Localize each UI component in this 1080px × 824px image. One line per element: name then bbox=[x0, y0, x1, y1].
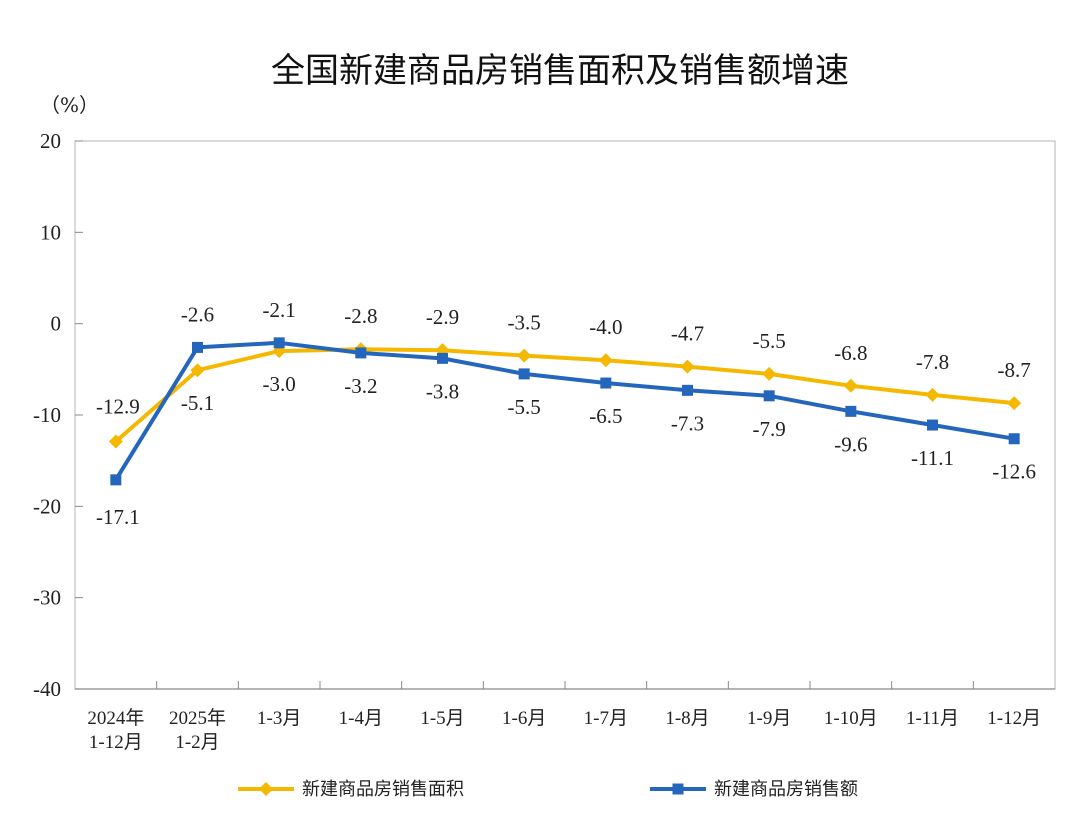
data-label: -11.1 bbox=[911, 446, 954, 470]
data-label: -7.3 bbox=[671, 411, 704, 435]
x-tick-label-line: 1-11月 bbox=[906, 708, 959, 729]
data-point-2 bbox=[927, 419, 938, 431]
y-tick-label: 0 bbox=[51, 312, 62, 336]
data-point-1 bbox=[762, 366, 777, 381]
x-tick-label-line: 1-6月 bbox=[502, 708, 546, 729]
data-point-2 bbox=[518, 368, 530, 380]
x-tick-label: 1-12月 bbox=[987, 708, 1041, 729]
x-tick-label: 1-6月 bbox=[502, 708, 546, 729]
x-tick-label-line: 1-10月 bbox=[824, 708, 878, 729]
x-tick-label-line: 1-9月 bbox=[747, 708, 791, 729]
x-tick-label: 1-9月 bbox=[747, 708, 791, 729]
data-label: -2.8 bbox=[344, 304, 377, 328]
data-point-2 bbox=[192, 341, 203, 353]
data-label: -6.5 bbox=[589, 404, 622, 428]
data-point-2 bbox=[763, 390, 775, 402]
data-label: -4.7 bbox=[671, 322, 704, 346]
data-label: -2.1 bbox=[263, 298, 296, 322]
series-group bbox=[108, 337, 1022, 486]
y-tick-label: -30 bbox=[33, 586, 61, 610]
x-tick-label-line: 1-4月 bbox=[339, 708, 383, 729]
x-tick-label-line: 1-8月 bbox=[665, 708, 709, 729]
y-tick-label: -20 bbox=[33, 494, 61, 518]
data-label: -3.2 bbox=[344, 374, 377, 398]
series-line-1 bbox=[114, 347, 1015, 444]
data-label: -3.0 bbox=[263, 372, 296, 396]
x-tick-label: 1-7月 bbox=[584, 708, 628, 729]
plot-frame bbox=[74, 140, 1056, 690]
x-tick-label-line: 1-7月 bbox=[584, 708, 628, 729]
x-tick-label-line: 1-12月 bbox=[987, 708, 1041, 729]
data-label: -2.6 bbox=[181, 302, 214, 326]
data-point-2 bbox=[845, 405, 857, 417]
data-label: -12.6 bbox=[992, 460, 1036, 484]
data-label: -6.8 bbox=[834, 341, 867, 365]
data-point-1 bbox=[108, 434, 123, 449]
y-tick-label: -40 bbox=[33, 677, 61, 701]
legend-label: 新建商品房销售额 bbox=[714, 779, 858, 800]
series-line-2 bbox=[114, 340, 1015, 481]
x-tick-label: 1-8月 bbox=[665, 708, 709, 729]
data-point-2 bbox=[437, 352, 448, 364]
x-tick-label-line: 1-12月 bbox=[89, 732, 143, 753]
data-label: -7.8 bbox=[916, 350, 949, 374]
x-tick-label: 1-10月 bbox=[824, 708, 878, 729]
data-point-1 bbox=[925, 387, 940, 402]
legend-marker bbox=[259, 782, 273, 796]
y-axis: 20 10 0 -10 -20 -30 -40 bbox=[33, 129, 83, 701]
x-tick-label-line: 2024年 bbox=[87, 707, 144, 729]
y-tick-label: 10 bbox=[40, 220, 61, 244]
x-tick-label: 2024年 1-12月 bbox=[87, 707, 144, 753]
data-label: -5.5 bbox=[753, 329, 786, 353]
x-tick-label-line: 2025年 bbox=[169, 707, 226, 729]
data-label: -5.1 bbox=[181, 391, 214, 415]
x-tick-label-line: 1-2月 bbox=[175, 732, 219, 753]
data-point-1 bbox=[598, 353, 613, 368]
x-tick-label: 1-5月 bbox=[420, 708, 464, 729]
data-point-1 bbox=[517, 348, 532, 363]
data-label: -8.7 bbox=[998, 358, 1031, 382]
data-label: -9.6 bbox=[834, 432, 867, 456]
legend-marker bbox=[672, 783, 684, 795]
x-tick-label: 1-3月 bbox=[257, 708, 301, 729]
chart-title: 全国新建商品房销售面积及销售额增速 bbox=[271, 51, 849, 91]
data-label: -2.9 bbox=[426, 305, 459, 329]
data-point-2 bbox=[110, 474, 122, 486]
data-label: -3.8 bbox=[426, 379, 459, 403]
data-label: -7.9 bbox=[753, 417, 786, 441]
x-tick-label: 1-4月 bbox=[339, 708, 383, 729]
data-point-2 bbox=[355, 347, 367, 359]
data-label: -12.9 bbox=[96, 394, 140, 418]
data-label: -4.0 bbox=[589, 315, 622, 339]
data-point-1 bbox=[190, 363, 205, 378]
x-tick-label: 2025年 1-2月 bbox=[169, 707, 226, 753]
data-point-2 bbox=[682, 384, 693, 396]
y-tick-label: -10 bbox=[33, 403, 61, 427]
x-tick-label-line: 1-5月 bbox=[420, 708, 464, 729]
data-point-2 bbox=[273, 337, 285, 349]
data-point-1 bbox=[843, 378, 858, 393]
data-label: -17.1 bbox=[96, 505, 140, 529]
data-label: -5.5 bbox=[508, 395, 541, 419]
data-point-2 bbox=[600, 377, 612, 389]
legend-label: 新建商品房销售面积 bbox=[302, 779, 464, 800]
data-label: -3.5 bbox=[508, 311, 541, 335]
data-point-2 bbox=[1008, 433, 1020, 445]
y-tick-label: 20 bbox=[40, 129, 61, 153]
x-axis: 2024年 1-12月 2025年 1-2月 1-3月 1-4月 1-5月 1-6月 1-7月 1… bbox=[87, 681, 1041, 753]
legend: 新建商品房销售面积 新建商品房销售额 bbox=[238, 779, 858, 800]
data-labels: -12.9 -17.1 -2.6 -5.1 -2.1 -3.0 -2.8 -3.2 -2.9 -3… bbox=[96, 298, 1036, 529]
data-point-1 bbox=[1007, 396, 1022, 411]
x-tick-label: 1-11月 bbox=[906, 708, 959, 729]
x-tick-label-line: 1-3月 bbox=[257, 708, 301, 729]
data-point-1 bbox=[680, 359, 695, 374]
y-unit-label: （%） bbox=[40, 93, 99, 117]
